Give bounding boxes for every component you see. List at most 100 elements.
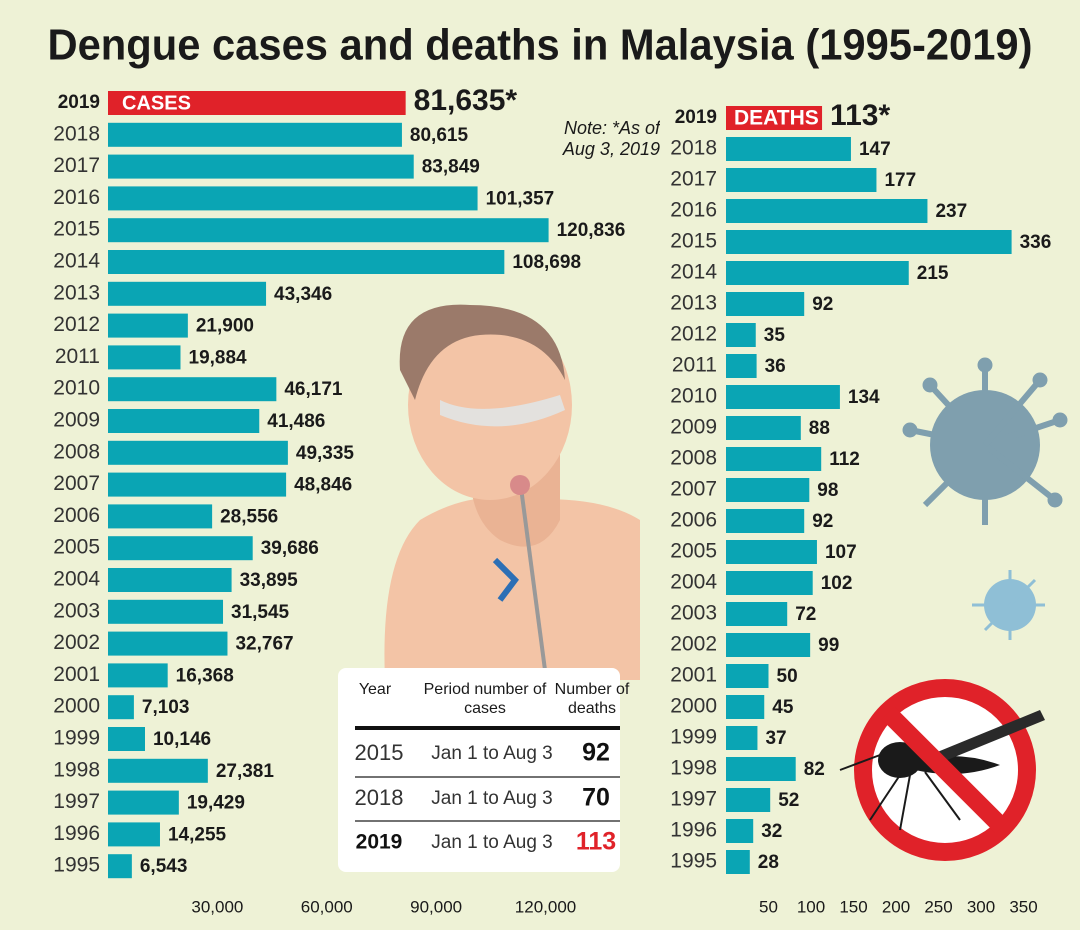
y-tick-label: 2002 [53,631,100,654]
table-cell: 2018 [355,785,404,810]
bar [726,850,750,874]
bar [726,261,909,285]
value-label: 45 [772,697,794,718]
y-tick-label: 1999 [53,727,100,750]
value-label: 82 [804,759,825,780]
bar [108,822,160,847]
table-header-cell: Year [359,681,391,698]
bar [726,168,877,192]
bar [108,91,406,115]
bar [108,186,478,211]
bar [108,472,287,497]
y-tick-label: 2008 [670,447,717,470]
y-tick-label: 2016 [670,199,717,222]
y-tick-label: 2013 [53,281,100,304]
y-tick-label: 1997 [53,790,100,813]
value-label: 41,486 [267,411,325,432]
bar [726,354,757,378]
virus-icon [902,357,1068,525]
chart-title: Dengue cases and deaths in Malaysia (199… [48,21,1033,70]
y-tick-label: 2018 [53,122,100,145]
value-label: 52 [778,790,799,811]
bar [726,602,788,626]
value-label: 19,884 [189,347,248,368]
bar [726,633,811,657]
y-tick-label: 1995 [670,850,717,873]
bar [108,854,132,879]
bar [726,106,823,130]
y-tick-label: 2002 [670,633,717,656]
bar [108,599,224,624]
bar [726,416,801,440]
value-label: 102 [821,573,853,594]
value-label: 81,635* [414,84,518,117]
patient-illustration [384,304,640,680]
x-tick-label: 150 [839,897,867,916]
bar [108,695,134,720]
value-label: 101,357 [486,188,555,209]
value-label: 134 [848,387,880,408]
y-tick-label: 2015 [53,218,100,241]
bar [108,313,188,338]
value-label: 92 [812,294,833,315]
y-tick-label: 2014 [53,250,100,273]
bar [108,727,145,751]
y-tick-label: 1998 [53,758,100,781]
x-tick-label: 300 [967,897,995,916]
value-label: 92 [812,511,833,532]
x-tick-label: 60,000 [301,897,353,916]
value-label: 19,429 [187,793,245,814]
table-cell: Jan 1 to Aug 3 [431,832,553,853]
value-label: 72 [795,604,816,625]
value-label: 113* [830,99,890,132]
bar [108,568,232,592]
bar [108,218,549,243]
bar [726,385,840,409]
bar [726,447,822,471]
bar [726,540,817,564]
value-label: 31,545 [231,602,290,623]
y-tick-label: 2004 [670,571,717,594]
y-tick-label: 2013 [670,292,717,315]
y-tick-label: 2017 [670,168,717,191]
value-label: 7,103 [142,697,190,718]
value-label: 35 [764,325,786,346]
series-label: DEATHS [734,107,819,130]
value-label: 50 [777,666,798,687]
y-tick-label: 1998 [670,757,717,780]
x-tick-label: 50 [759,897,778,916]
y-tick-label: 2009 [670,416,717,439]
table-cell: 2015 [355,740,404,765]
value-label: 10,146 [153,729,211,750]
value-label: 16,368 [176,665,234,686]
y-tick-label: 1995 [53,854,100,877]
value-label: 28,556 [220,506,278,527]
table-cell: 2019 [356,831,403,854]
bar [108,631,228,656]
value-label: 107 [825,542,857,563]
bar [726,137,851,161]
note-box: Note: *As of Aug 3, 2019 [563,118,660,159]
bar [108,663,168,688]
y-tick-label: 2017 [53,154,100,177]
bar [726,230,1012,254]
x-tick-label: 30,000 [191,897,243,916]
y-tick-label: 2012 [53,313,100,336]
no-mosquito-icon [839,679,1045,861]
series-label: CASES [122,92,191,114]
value-label: 177 [884,170,916,191]
value-label: 39,686 [261,538,319,559]
y-tick-label: 2011 [672,354,717,377]
value-label: 336 [1020,232,1052,253]
value-label: 14,255 [168,824,227,845]
y-tick-label: 2005 [670,540,717,563]
table-cell: 70 [582,784,610,812]
value-label: 6,543 [140,856,188,877]
bar [726,509,805,533]
y-tick-label: 2007 [670,478,717,501]
y-tick-label: 2008 [53,440,100,463]
y-tick-label: 2015 [670,230,717,253]
x-tick-label: 90,000 [410,897,462,916]
value-label: 83,849 [422,157,480,178]
y-tick-label: 2012 [670,323,717,346]
